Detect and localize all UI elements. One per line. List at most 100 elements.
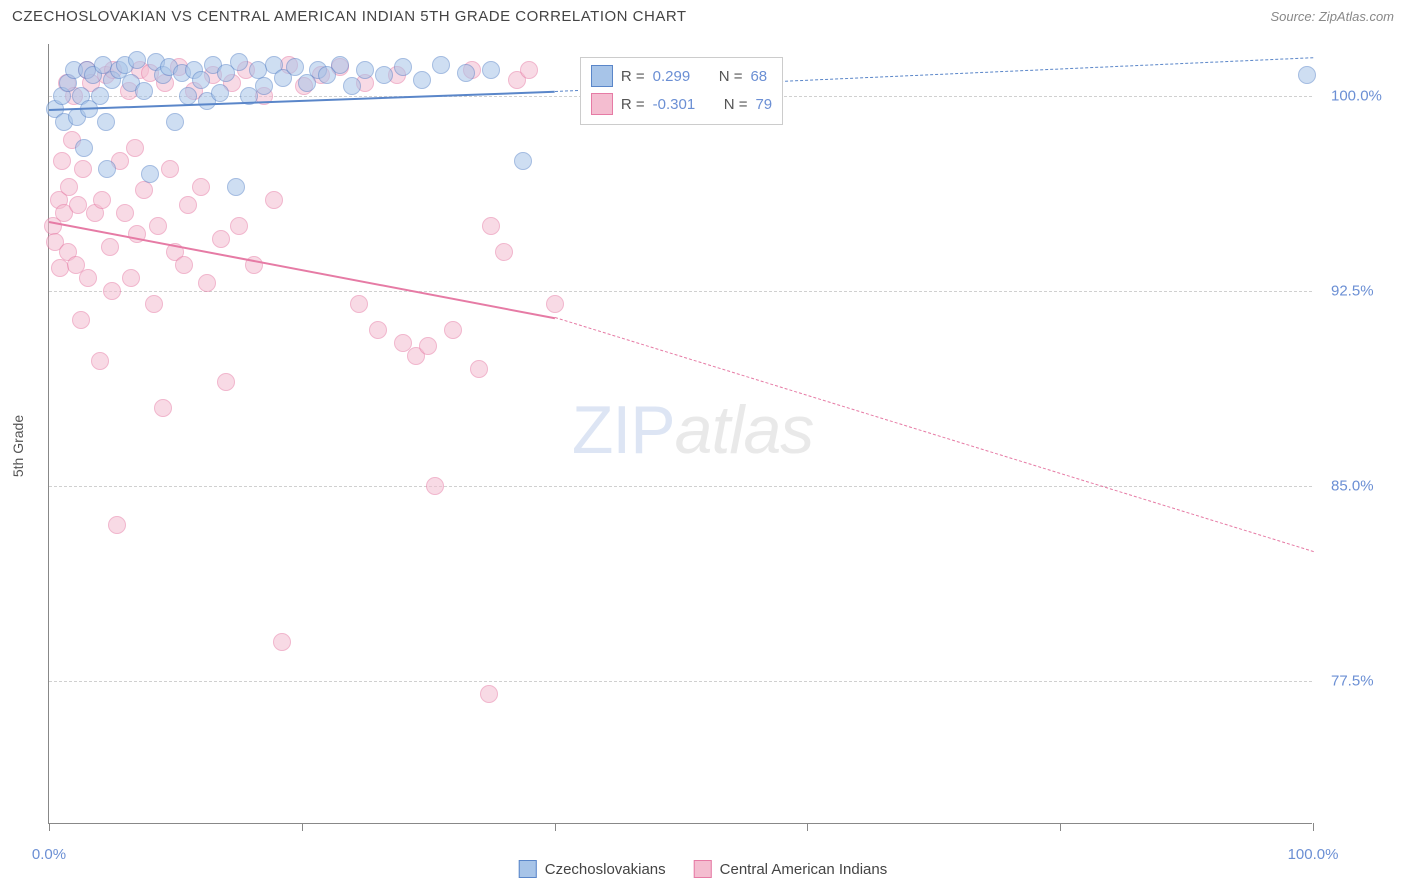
- correlation-stats-box: R = 0.299 N = 68R = -0.301 N = 79: [580, 57, 783, 125]
- data-point-series-b: [72, 311, 90, 329]
- x-tick: [555, 823, 556, 831]
- data-point-series-b: [212, 230, 230, 248]
- data-point-series-b: [426, 477, 444, 495]
- stat-r-value: -0.301: [653, 96, 696, 113]
- data-point-series-a: [482, 61, 500, 79]
- data-point-series-a: [514, 152, 532, 170]
- data-point-series-a: [141, 165, 159, 183]
- trend-line-extrapolated: [554, 317, 1313, 552]
- data-point-series-a: [331, 56, 349, 74]
- data-point-series-b: [103, 282, 121, 300]
- stat-r-label: R =: [621, 96, 645, 113]
- data-point-series-a: [230, 53, 248, 71]
- data-point-series-a: [457, 64, 475, 82]
- x-tick-label: 100.0%: [1288, 846, 1339, 863]
- data-point-series-b: [350, 295, 368, 313]
- gridline-horizontal: [49, 681, 1312, 682]
- chart-title: CZECHOSLOVAKIAN VS CENTRAL AMERICAN INDI…: [12, 8, 687, 25]
- y-tick-label: 100.0%: [1331, 88, 1382, 105]
- data-point-series-b: [265, 191, 283, 209]
- data-point-series-a: [343, 77, 361, 95]
- data-point-series-a: [255, 77, 273, 95]
- scatter-plot-area: ZIPatlas 77.5%85.0%92.5%100.0%0.0%100.0%…: [48, 44, 1312, 824]
- data-point-series-a: [75, 139, 93, 157]
- data-point-series-b: [546, 295, 564, 313]
- legend-label-a: Czechoslovakians: [545, 861, 666, 878]
- data-point-series-b: [74, 160, 92, 178]
- data-point-series-b: [369, 321, 387, 339]
- watermark: ZIPatlas: [572, 391, 813, 469]
- stat-r-value: 0.299: [653, 68, 691, 85]
- data-point-series-b: [154, 399, 172, 417]
- x-tick: [49, 823, 50, 831]
- x-tick: [807, 823, 808, 831]
- legend-item-series-a: Czechoslovakians: [519, 860, 666, 878]
- gridline-horizontal: [49, 486, 1312, 487]
- x-tick-label: 0.0%: [32, 846, 66, 863]
- data-point-series-b: [419, 337, 437, 355]
- bottom-legend: Czechoslovakians Central American Indian…: [519, 860, 888, 878]
- data-point-series-b: [175, 256, 193, 274]
- data-point-series-a: [166, 113, 184, 131]
- data-point-series-b: [179, 196, 197, 214]
- data-point-series-b: [161, 160, 179, 178]
- y-tick-label: 77.5%: [1331, 673, 1374, 690]
- data-point-series-b: [69, 196, 87, 214]
- data-point-series-a: [91, 87, 109, 105]
- legend-item-series-b: Central American Indians: [694, 860, 888, 878]
- gridline-horizontal: [49, 291, 1312, 292]
- data-point-series-a: [286, 58, 304, 76]
- data-point-series-a: [375, 66, 393, 84]
- data-point-series-b: [230, 217, 248, 235]
- data-point-series-b: [108, 516, 126, 534]
- stat-r-label: R =: [621, 68, 645, 85]
- data-point-series-b: [91, 352, 109, 370]
- y-axis-label: 5th Grade: [10, 415, 26, 477]
- data-point-series-b: [495, 243, 513, 261]
- data-point-series-b: [480, 685, 498, 703]
- stats-swatch: [591, 65, 613, 87]
- data-point-series-a: [97, 113, 115, 131]
- data-point-series-a: [1298, 66, 1316, 84]
- data-point-series-b: [79, 269, 97, 287]
- data-point-series-b: [93, 191, 111, 209]
- data-point-series-b: [126, 139, 144, 157]
- stat-n-label: N =: [719, 68, 743, 85]
- data-point-series-b: [122, 269, 140, 287]
- data-point-series-a: [432, 56, 450, 74]
- data-point-series-b: [60, 178, 78, 196]
- legend-swatch-a: [519, 860, 537, 878]
- data-point-series-a: [211, 84, 229, 102]
- data-point-series-b: [444, 321, 462, 339]
- data-point-series-b: [149, 217, 167, 235]
- data-point-series-a: [413, 71, 431, 89]
- data-point-series-a: [135, 82, 153, 100]
- data-point-series-a: [192, 71, 210, 89]
- data-point-series-a: [179, 87, 197, 105]
- data-point-series-a: [356, 61, 374, 79]
- data-point-series-b: [470, 360, 488, 378]
- y-tick-label: 85.0%: [1331, 478, 1374, 495]
- stat-n-value: 68: [750, 68, 767, 85]
- data-point-series-b: [145, 295, 163, 313]
- data-point-series-b: [101, 238, 119, 256]
- watermark-zip: ZIP: [572, 392, 675, 468]
- stat-n-value: 79: [755, 96, 772, 113]
- x-tick: [1060, 823, 1061, 831]
- data-point-series-b: [53, 152, 71, 170]
- chart-header: CZECHOSLOVAKIAN VS CENTRAL AMERICAN INDI…: [0, 0, 1406, 29]
- data-point-series-a: [98, 160, 116, 178]
- x-tick: [1313, 823, 1314, 831]
- data-point-series-b: [520, 61, 538, 79]
- stats-row: R = 0.299 N = 68: [591, 62, 772, 90]
- source-attribution: Source: ZipAtlas.com: [1270, 9, 1394, 24]
- x-tick: [302, 823, 303, 831]
- legend-label-b: Central American Indians: [720, 861, 888, 878]
- legend-swatch-b: [694, 860, 712, 878]
- stat-n-label: N =: [724, 96, 748, 113]
- data-point-series-b: [192, 178, 210, 196]
- data-point-series-b: [217, 373, 235, 391]
- stats-swatch: [591, 93, 613, 115]
- data-point-series-b: [482, 217, 500, 235]
- data-point-series-a: [394, 58, 412, 76]
